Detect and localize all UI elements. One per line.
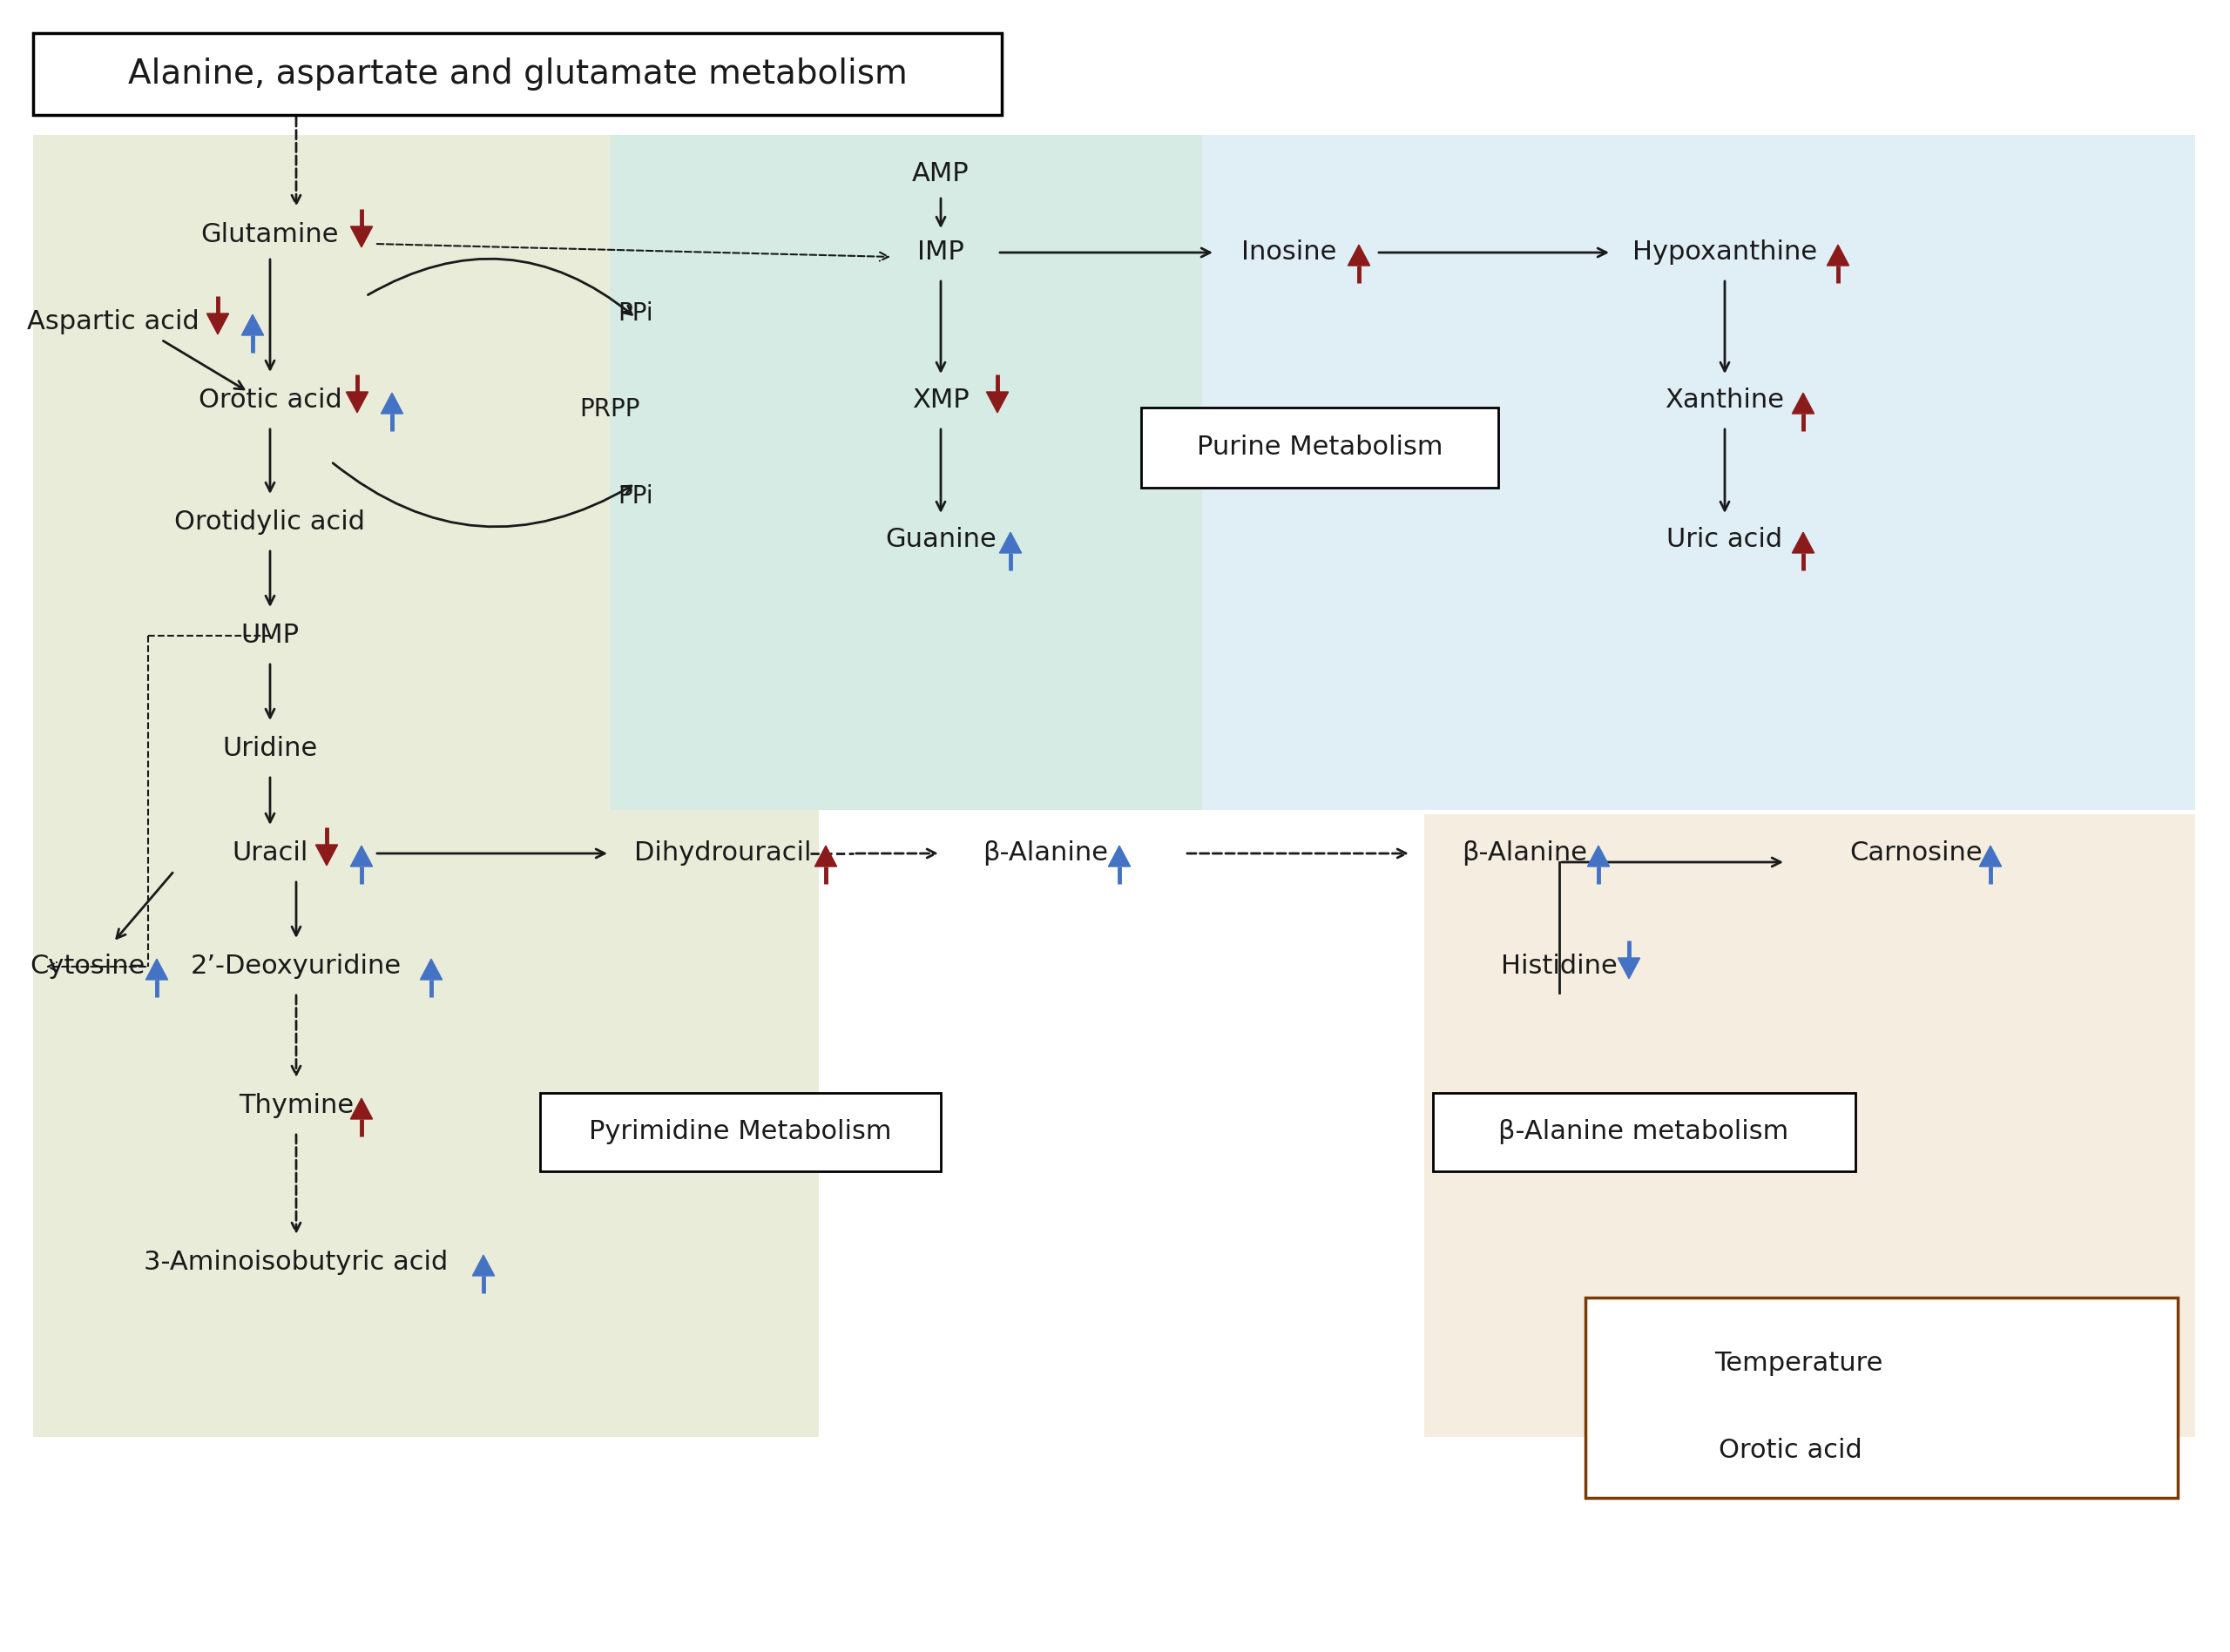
Polygon shape — [1626, 1442, 1648, 1464]
Text: Cytosine: Cytosine — [29, 953, 145, 980]
Polygon shape — [207, 314, 230, 334]
Bar — [33, 33, 1001, 116]
Text: β-Alanine: β-Alanine — [983, 841, 1108, 866]
Bar — [1434, 1094, 1855, 1171]
Polygon shape — [1980, 846, 2003, 867]
Text: 2’-Deoxyuridine: 2’-Deoxyuridine — [192, 953, 401, 980]
Text: Guanine: Guanine — [885, 527, 997, 552]
Bar — [33, 135, 818, 1437]
Text: β-Alanine: β-Alanine — [1461, 841, 1588, 866]
Text: AMP: AMP — [912, 162, 970, 187]
Text: Alanine, aspartate and glutamate metabolism: Alanine, aspartate and glutamate metabol… — [127, 58, 908, 91]
Text: Uracil: Uracil — [232, 841, 308, 866]
Text: PPi: PPi — [618, 301, 653, 325]
Text: Uric acid: Uric acid — [1666, 527, 1782, 552]
Text: Thymine: Thymine — [239, 1094, 355, 1118]
Polygon shape — [381, 393, 404, 413]
Polygon shape — [1347, 244, 1369, 266]
Polygon shape — [814, 846, 836, 867]
Polygon shape — [999, 532, 1021, 553]
Polygon shape — [986, 392, 1008, 413]
Bar — [609, 135, 1202, 809]
Text: Orotidylic acid: Orotidylic acid — [174, 510, 366, 535]
Polygon shape — [241, 314, 263, 335]
Polygon shape — [1588, 846, 1610, 867]
Text: Xanthine: Xanthine — [1666, 388, 1784, 413]
Polygon shape — [1826, 244, 1849, 266]
Text: UMP: UMP — [241, 623, 299, 648]
Polygon shape — [1626, 1355, 1648, 1376]
Polygon shape — [1675, 1355, 1697, 1374]
Text: Histidine: Histidine — [1501, 953, 1617, 980]
Text: Uridine: Uridine — [223, 737, 317, 762]
Polygon shape — [317, 844, 337, 866]
Bar — [1142, 408, 1499, 487]
Polygon shape — [1108, 846, 1131, 867]
Text: Orotic acid: Orotic acid — [1719, 1437, 1862, 1462]
Bar — [1586, 1297, 2179, 1498]
Bar — [540, 1094, 941, 1171]
Polygon shape — [350, 1099, 372, 1118]
Text: Pyrimidine Metabolism: Pyrimidine Metabolism — [589, 1120, 892, 1145]
Bar — [1088, 135, 2194, 809]
Text: 3-Aminoisobutyric acid: 3-Aminoisobutyric acid — [145, 1251, 448, 1275]
Polygon shape — [473, 1256, 495, 1275]
Text: Glutamine: Glutamine — [201, 223, 339, 248]
Text: PRPP: PRPP — [580, 396, 640, 421]
Text: XMP: XMP — [912, 388, 970, 413]
Polygon shape — [145, 958, 167, 980]
Text: Hypoxanthine: Hypoxanthine — [1632, 240, 1817, 266]
Text: Orotic acid: Orotic acid — [198, 388, 341, 413]
Polygon shape — [1619, 958, 1639, 978]
Text: Carnosine: Carnosine — [1851, 841, 1982, 866]
Text: Inosine: Inosine — [1242, 240, 1336, 266]
Text: Temperature: Temperature — [1715, 1350, 1882, 1376]
Text: IMP: IMP — [917, 240, 963, 266]
Text: β-Alanine metabolism: β-Alanine metabolism — [1499, 1120, 1788, 1145]
Text: Aspartic acid: Aspartic acid — [27, 309, 198, 335]
Polygon shape — [419, 958, 442, 980]
Text: PPi: PPi — [618, 484, 653, 509]
Polygon shape — [350, 226, 372, 248]
Polygon shape — [1675, 1441, 1697, 1462]
Polygon shape — [1793, 393, 1815, 413]
Text: Purine Metabolism: Purine Metabolism — [1198, 434, 1443, 461]
Polygon shape — [350, 846, 372, 867]
Text: Dihydrouracil: Dihydrouracil — [633, 841, 812, 866]
Polygon shape — [346, 392, 368, 413]
Polygon shape — [1793, 532, 1815, 553]
Bar — [1425, 814, 2194, 1437]
